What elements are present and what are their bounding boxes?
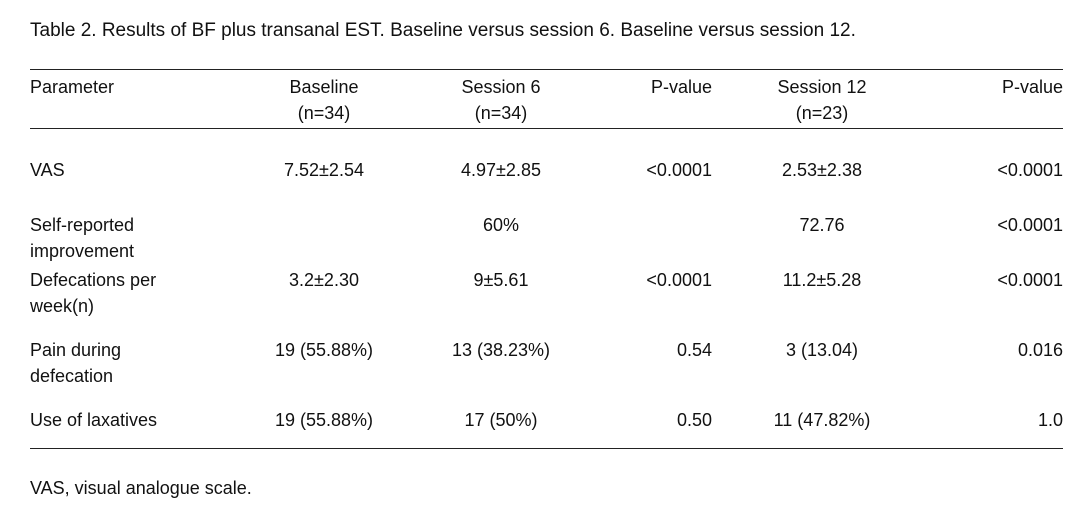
- cell-parameter: Pain during defecation: [30, 340, 122, 386]
- cell-parameter: Defecations per week(n): [30, 270, 157, 316]
- cell-pvalue-session12: <0.0001: [997, 160, 1063, 180]
- cell-session6: 17 (50%): [464, 410, 538, 430]
- cell-session6: 9±5.61: [473, 270, 529, 290]
- cell-baseline: [230, 212, 418, 267]
- cell-pvalue-session6: <0.0001: [646, 160, 712, 180]
- cell-parameter: Use of laxatives: [30, 410, 158, 430]
- table-row-vas: VAS 7.52±2.54 4.97±2.85 <0.0001 2.53±2.3…: [30, 131, 1063, 212]
- table-top-rule: [30, 69, 1063, 70]
- cell-pvalue-session12: <0.0001: [997, 270, 1063, 290]
- cell-pvalue-session12: 0.016: [1017, 340, 1063, 360]
- cell-baseline: 7.52±2.54: [284, 160, 364, 180]
- cell-session12: 11 (47.82%): [773, 410, 871, 430]
- table-row-pain-during-defecation: Pain during defecation 19 (55.88%) 13 (38…: [30, 337, 1063, 407]
- table-bottom-rule: [30, 448, 1063, 449]
- cell-pvalue-session6: 0.50: [676, 410, 712, 430]
- header-pvalue-session12: P-value: [1001, 77, 1063, 97]
- cell-session12: 11.2±5.28: [782, 270, 862, 290]
- cell-parameter: VAS: [30, 160, 65, 180]
- header-pvalue-session6: P-value: [650, 77, 712, 97]
- header-parameter: Parameter: [30, 77, 115, 97]
- table-caption: Table 2. Results of BF plus transanal ES…: [30, 20, 856, 41]
- cell-baseline: 3.2±2.30: [289, 270, 359, 290]
- table-header-rule: [30, 128, 1063, 129]
- table-footnote: VAS, visual analogue scale.: [30, 478, 252, 498]
- cell-parameter: Self-reported improvement: [30, 215, 135, 261]
- cell-baseline: 19 (55.88%): [274, 340, 374, 360]
- cell-pvalue-session6: 0.54: [676, 340, 712, 360]
- cell-pvalue-session6: <0.0001: [646, 270, 712, 290]
- cell-session6: 13 (38.23%): [451, 340, 551, 360]
- header-baseline: Baseline (n=34): [289, 77, 359, 123]
- header-session12: Session 12 (n=23): [777, 77, 867, 123]
- cell-session12: 3 (13.04): [785, 340, 859, 360]
- cell-pvalue-session12: 1.0: [1037, 410, 1063, 430]
- cell-session12: 72.76: [799, 215, 845, 235]
- table-row-use-of-laxatives: Use of laxatives 19 (55.88%) 17 (50%) 0.…: [30, 407, 1063, 437]
- table-header-row: Parameter Baseline (n=34) Session 6 (n=34)…: [30, 72, 1063, 131]
- cell-baseline: 19 (55.88%): [274, 410, 374, 430]
- table-row-defecations: Defecations per week(n) 3.2±2.30 9±5.61 <…: [30, 267, 1063, 337]
- cell-pvalue-session6: [584, 212, 712, 267]
- cell-pvalue-session12: <0.0001: [997, 215, 1063, 235]
- header-session6: Session 6 (n=34): [461, 77, 541, 123]
- table-row-self-reported-improvement: Self-reported improvement 60% 72.76 <0.00…: [30, 212, 1063, 267]
- cell-session12: 2.53±2.38: [782, 160, 862, 180]
- cell-session6: 60%: [482, 215, 520, 235]
- results-table: Parameter Baseline (n=34) Session 6 (n=34)…: [30, 72, 1063, 437]
- cell-session6: 4.97±2.85: [461, 160, 541, 180]
